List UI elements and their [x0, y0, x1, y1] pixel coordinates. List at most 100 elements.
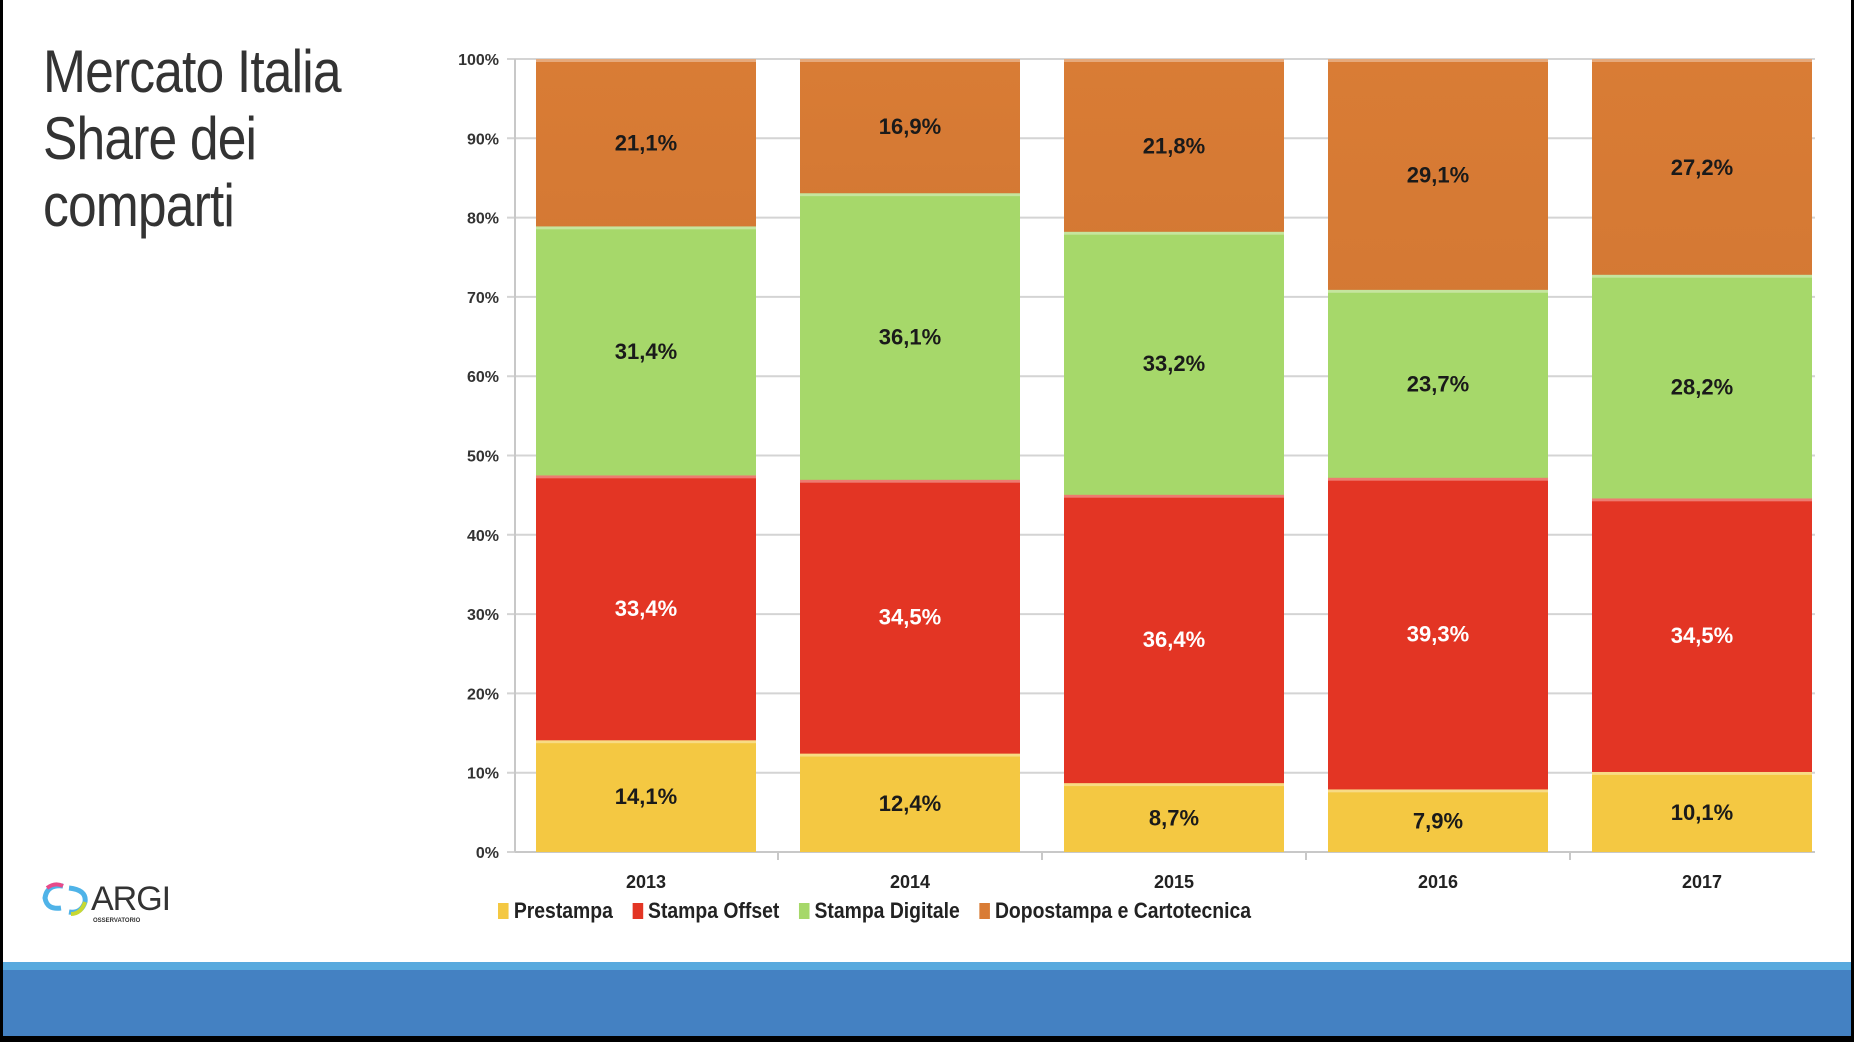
legend-swatch	[498, 903, 509, 919]
x-tick-label: 2015	[1154, 872, 1194, 892]
y-tick-label: 30%	[467, 607, 499, 624]
data-label: 27,2%	[1671, 155, 1733, 180]
title-line: Mercato Italia	[43, 38, 342, 105]
y-tick-label: 70%	[467, 290, 499, 307]
data-label: 36,1%	[879, 324, 941, 349]
title-line: comparti	[43, 172, 235, 239]
bar-segment-highlight	[800, 753, 1020, 757]
bar-segment-shade	[1064, 231, 1284, 495]
bar-segment-highlight	[1592, 274, 1812, 278]
legend-swatch	[632, 903, 643, 919]
bar-segment-highlight	[536, 59, 756, 62]
data-label: 21,1%	[615, 131, 677, 156]
x-tick-label: 2016	[1418, 872, 1458, 892]
x-tick-label: 2013	[626, 872, 666, 892]
argi-logo: ARGI OSSERVATORIO	[41, 880, 171, 940]
stacked-bar-chart: 0% 10% 20% 30% 40% 50% 60% 70% 80% 90% 100% 14,1% 3…	[458, 52, 1815, 892]
bar-segment-shade	[1064, 494, 1284, 784]
y-tick-label: 0%	[476, 845, 499, 862]
x-tick-label: 2017	[1682, 872, 1722, 892]
data-label: 31,4%	[615, 339, 677, 364]
data-label: 21,8%	[1143, 133, 1205, 158]
y-tick-label: 20%	[467, 686, 499, 703]
legend-label: Stampa Offset	[648, 898, 780, 923]
bar-segment-shade	[536, 59, 756, 227]
chart-legend: Prestampa Stampa Offset Stampa Digitale Dop…	[498, 898, 1251, 924]
footer-band-light	[3, 962, 1851, 970]
bar-segment-shade	[800, 479, 1020, 754]
data-label: 23,7%	[1407, 372, 1469, 397]
data-label: 12,4%	[879, 791, 941, 816]
bar-segment-shade	[800, 59, 1020, 194]
bar-segment-highlight	[800, 59, 1020, 62]
data-label: 14,1%	[615, 784, 677, 809]
data-label: 34,5%	[879, 605, 941, 630]
y-tick-label: 80%	[467, 211, 499, 228]
data-label: 39,3%	[1407, 622, 1469, 647]
bar-segment-highlight	[1064, 231, 1284, 235]
bar-segment-shade	[536, 740, 756, 852]
data-label: 33,4%	[615, 596, 677, 621]
y-tick-label: 10%	[467, 766, 499, 783]
bar-segment-shade	[1328, 789, 1548, 852]
legend-item: Dopostampa e Cartotecnica	[979, 898, 1251, 924]
data-label: 29,1%	[1407, 162, 1469, 187]
bar-segment-shade	[1592, 59, 1812, 275]
legend-swatch	[798, 903, 810, 919]
bar-segment-shade	[1328, 477, 1548, 790]
logo-swirl-icon	[42, 882, 88, 916]
footer-band	[3, 970, 1851, 1036]
bar-segment-shade	[1592, 771, 1812, 852]
y-tick-label: 90%	[467, 131, 499, 148]
y-tick-label: 40%	[467, 528, 499, 545]
bar-segment-shade	[1064, 783, 1284, 852]
data-label: 28,2%	[1671, 375, 1733, 400]
bar-segment-highlight	[536, 475, 756, 479]
data-label: 7,9%	[1413, 809, 1463, 834]
bar-segment-highlight	[1328, 789, 1548, 793]
data-label: 33,2%	[1143, 351, 1205, 376]
y-tick-label: 60%	[467, 369, 499, 386]
legend-label: Stampa Digitale	[814, 898, 960, 923]
bar-segment-highlight	[536, 740, 756, 744]
legend-label: Prestampa	[513, 898, 613, 923]
bar-segment-shade	[1328, 289, 1548, 478]
legend-item: Stampa Offset	[632, 898, 779, 924]
x-tick-label: 2014	[890, 872, 930, 892]
bar-segment-highlight	[536, 226, 756, 230]
bar-segment-highlight	[1592, 498, 1812, 502]
bar-segment-shade	[1328, 59, 1548, 290]
bar-segment-highlight	[1064, 59, 1284, 62]
y-tick-label: 50%	[467, 449, 499, 466]
data-label: 10,1%	[1671, 800, 1733, 825]
bar-segment-highlight	[1328, 289, 1548, 293]
bar-segment-shade	[800, 753, 1020, 852]
legend-swatch	[979, 903, 990, 919]
bar-segment-highlight	[1064, 494, 1284, 498]
bar-segment-highlight	[1328, 477, 1548, 481]
legend-label: Dopostampa e Cartotecnica	[994, 898, 1252, 923]
data-label: 34,5%	[1671, 623, 1733, 648]
title-line: Share dei	[43, 105, 257, 172]
bar-segment-shade	[1064, 59, 1284, 232]
bar-segment-shade	[1592, 498, 1812, 772]
bar-segment-highlight	[1064, 783, 1284, 787]
slide-title: Mercato Italia Share dei comparti	[43, 38, 342, 239]
logo-text: ARGI	[91, 880, 171, 918]
bar-segment-highlight	[1592, 771, 1812, 775]
bar-segment-highlight	[800, 193, 1020, 197]
data-label: 8,7%	[1149, 806, 1199, 831]
legend-item: Prestampa	[498, 898, 613, 924]
data-label: 16,9%	[879, 114, 941, 139]
bar-segment-highlight	[1328, 59, 1548, 62]
bar-segment-shade	[1592, 274, 1812, 499]
bar-segment-shade	[800, 193, 1020, 480]
legend-item: Stampa Digitale	[798, 898, 960, 924]
slide: Mercato Italia Share dei comparti 0% 10% 2…	[3, 0, 1851, 1036]
data-label: 36,4%	[1143, 627, 1205, 652]
bar-segment-shade	[536, 226, 756, 476]
logo-subtext: OSSERVATORIO	[93, 918, 141, 924]
bar-segment-shade	[536, 475, 756, 741]
y-tick-label: 100%	[458, 52, 499, 69]
bar-segment-highlight	[1592, 59, 1812, 62]
